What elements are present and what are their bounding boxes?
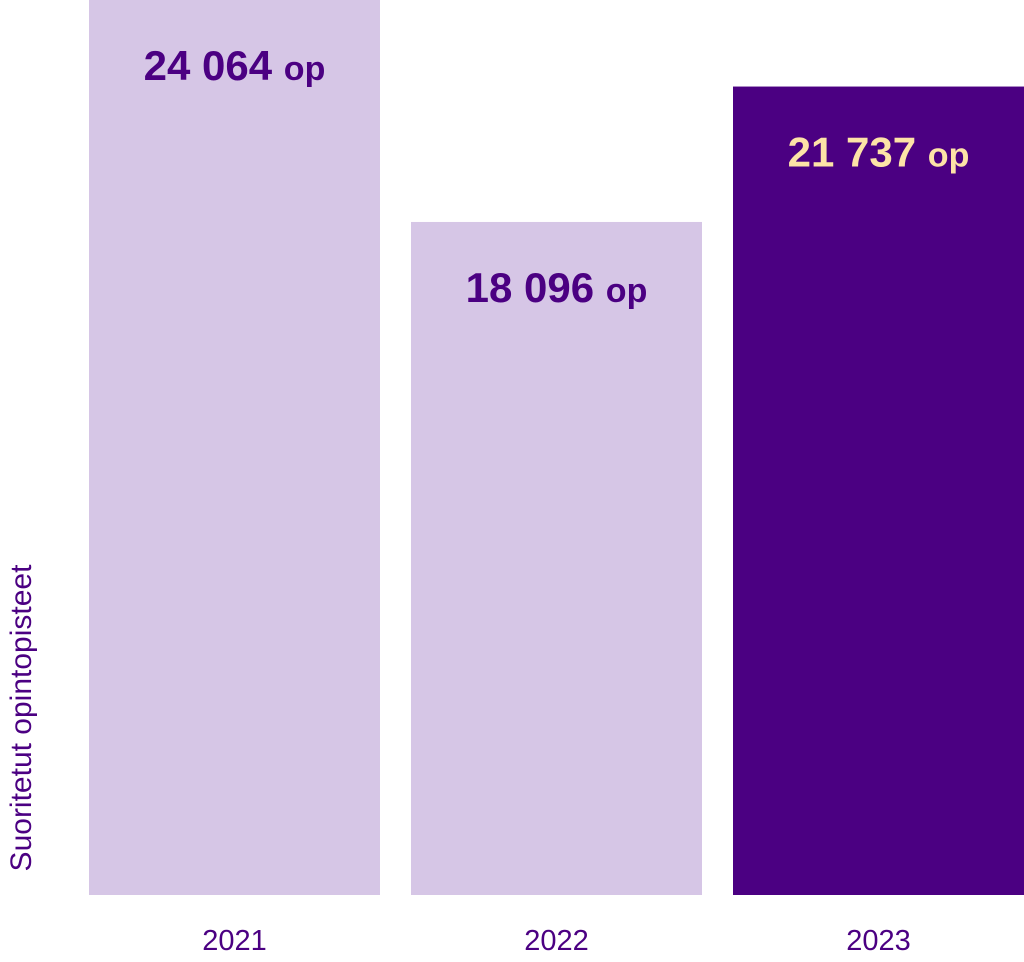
bar-2022 <box>411 221 702 895</box>
data-label-2021: 24 064 op <box>144 42 326 89</box>
y-axis-label: Suoritetut opintopisteet <box>5 564 38 872</box>
x-tick-label-2022: 2022 <box>524 925 589 957</box>
x-tick-label-2023: 2023 <box>846 925 911 957</box>
data-label-2022: 18 096 op <box>466 264 648 311</box>
bar-2021 <box>89 0 380 895</box>
data-label-2023: 21 737 op <box>788 129 970 176</box>
bar-2023 <box>733 86 1024 895</box>
x-tick-label-2021: 2021 <box>202 925 267 957</box>
